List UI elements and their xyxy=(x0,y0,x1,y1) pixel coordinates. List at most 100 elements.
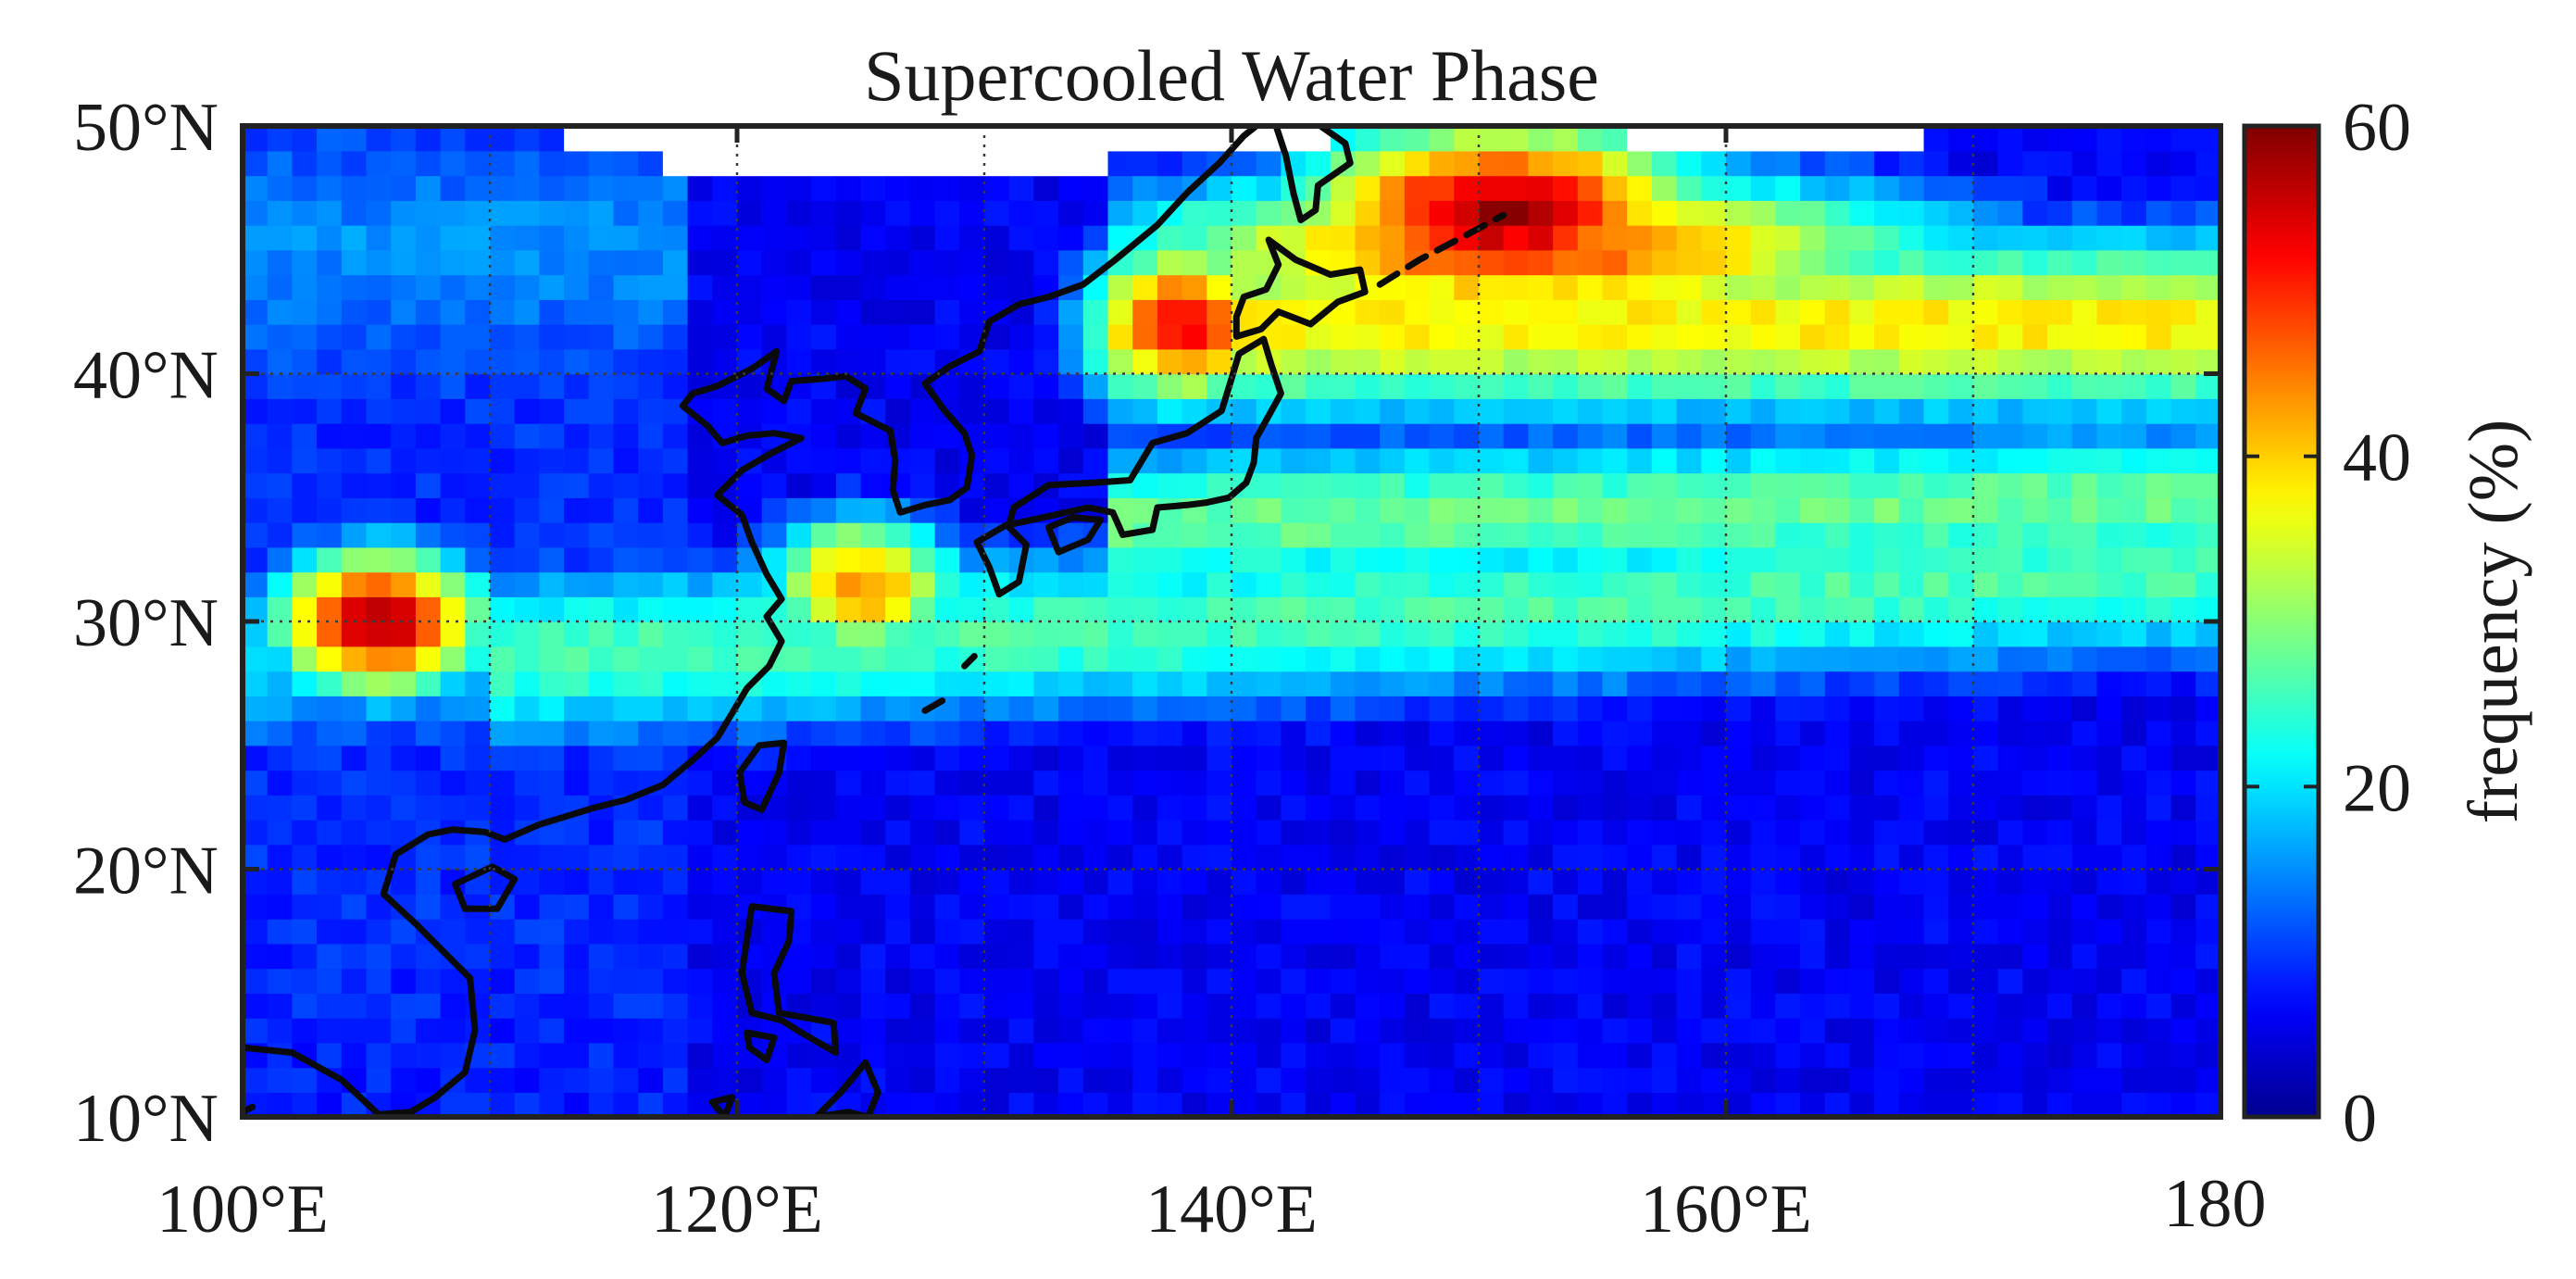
heatmap-cell xyxy=(2195,745,2220,771)
heatmap-cell xyxy=(2195,1092,2220,1117)
heatmap-cell xyxy=(1132,1018,1158,1044)
heatmap-cell xyxy=(1380,844,1406,871)
heatmap-cell xyxy=(415,348,442,375)
heatmap-cell xyxy=(2121,225,2147,251)
heatmap-cell xyxy=(1182,373,1207,399)
heatmap-cell xyxy=(1503,596,1529,622)
heatmap-cell xyxy=(1750,993,1776,1019)
heatmap-cell xyxy=(786,820,812,846)
heatmap-cell xyxy=(1182,447,1207,474)
heatmap-cell xyxy=(2022,348,2048,375)
heatmap-cell xyxy=(934,274,960,300)
heatmap-cell xyxy=(415,522,442,548)
heatmap-cell xyxy=(909,844,936,871)
heatmap-cell xyxy=(1824,894,1851,920)
heatmap-cell xyxy=(1281,324,1307,350)
heatmap-cell xyxy=(1454,398,1480,424)
heatmap-cell xyxy=(1503,1042,1529,1069)
heatmap-cell xyxy=(1849,274,1875,300)
heatmap-cell xyxy=(1082,820,1109,846)
heatmap-cell xyxy=(1503,472,1529,498)
heatmap-cell xyxy=(1429,175,1455,201)
heatmap-cell xyxy=(786,596,812,622)
heatmap-cell xyxy=(1824,968,1851,994)
heatmap-cell xyxy=(1479,1092,1505,1117)
heatmap-cell xyxy=(1627,596,1653,622)
heatmap-cell xyxy=(440,225,466,251)
heatmap-cell xyxy=(1553,894,1579,920)
heatmap-cell xyxy=(1479,795,1505,821)
heatmap-cell xyxy=(391,571,417,597)
heatmap-cell xyxy=(1008,1042,1034,1069)
heatmap-cell xyxy=(391,1042,417,1069)
heatmap-cell xyxy=(1132,200,1158,226)
heatmap-cell xyxy=(835,820,862,846)
heatmap-cell xyxy=(2096,274,2122,300)
heatmap-cell xyxy=(1898,646,1925,672)
heatmap-cell xyxy=(1256,770,1282,796)
heatmap-cell xyxy=(490,745,516,771)
heatmap-cell xyxy=(490,150,516,177)
heatmap-cell xyxy=(1701,225,1727,251)
heatmap-cell xyxy=(1923,1018,1949,1044)
heatmap-cell xyxy=(934,324,960,350)
heatmap-cell xyxy=(1627,1018,1653,1044)
heatmap-cell xyxy=(2145,1067,2172,1093)
heatmap-cell xyxy=(465,423,491,449)
heatmap-cell xyxy=(1627,943,1653,970)
heatmap-cell xyxy=(1503,844,1529,871)
heatmap-cell xyxy=(415,299,442,325)
heatmap-cell xyxy=(811,225,837,251)
heatmap-cell xyxy=(440,472,466,498)
heatmap-cell xyxy=(2047,993,2073,1019)
heatmap-cell xyxy=(934,621,960,647)
heatmap-cell xyxy=(2145,696,2172,721)
heatmap-cell xyxy=(539,249,565,276)
heatmap-cell xyxy=(909,200,936,226)
heatmap-cell xyxy=(1479,175,1505,201)
heatmap-cell xyxy=(1380,993,1406,1019)
heatmap-cell xyxy=(1207,795,1232,821)
heatmap-cell xyxy=(1775,1018,1801,1044)
heatmap-cell xyxy=(1874,225,1900,251)
heatmap-cell xyxy=(1577,820,1604,846)
heatmap-cell xyxy=(317,721,343,746)
heatmap-cell xyxy=(2121,571,2147,597)
heatmap-cell xyxy=(1923,671,1949,696)
heatmap-cell xyxy=(712,225,738,251)
heatmap-cell xyxy=(1800,1067,1826,1093)
heatmap-cell xyxy=(1849,497,1875,523)
heatmap-cell xyxy=(959,175,985,201)
heatmap-cell xyxy=(2047,150,2073,177)
heatmap-cell xyxy=(1157,1018,1183,1044)
heatmap-cell xyxy=(835,993,862,1019)
heatmap-cell xyxy=(243,1018,269,1044)
heatmap-cell xyxy=(1849,447,1875,474)
heatmap-cell xyxy=(1132,1092,1158,1117)
heatmap-cell xyxy=(1355,745,1381,771)
heatmap-cell xyxy=(1775,200,1801,226)
heatmap-cell xyxy=(1800,894,1826,920)
heatmap-cell xyxy=(539,522,565,548)
heatmap-cell xyxy=(662,423,689,449)
heatmap-cell xyxy=(2195,721,2220,746)
heatmap-cell xyxy=(1577,497,1604,523)
heatmap-cell xyxy=(1973,522,1999,548)
heatmap-cell xyxy=(761,126,787,152)
heatmap-cell xyxy=(1701,993,1727,1019)
heatmap-cell xyxy=(737,225,763,251)
colorbar-tick-label: 0 xyxy=(2343,1081,2377,1157)
heatmap-cell xyxy=(1404,621,1431,647)
heatmap-cell xyxy=(984,745,1010,771)
heatmap-cell xyxy=(1058,646,1084,672)
heatmap-cell xyxy=(1058,844,1084,871)
heatmap-cell xyxy=(1800,150,1826,177)
heatmap-cell xyxy=(1824,869,1851,895)
heatmap-cell xyxy=(415,571,442,597)
heatmap-cell xyxy=(613,596,639,622)
heatmap-cell xyxy=(2096,324,2122,350)
heatmap-cell xyxy=(1800,497,1826,523)
heatmap-cell xyxy=(860,919,886,945)
heatmap-cell xyxy=(662,1042,689,1069)
heatmap-cell xyxy=(292,993,318,1019)
